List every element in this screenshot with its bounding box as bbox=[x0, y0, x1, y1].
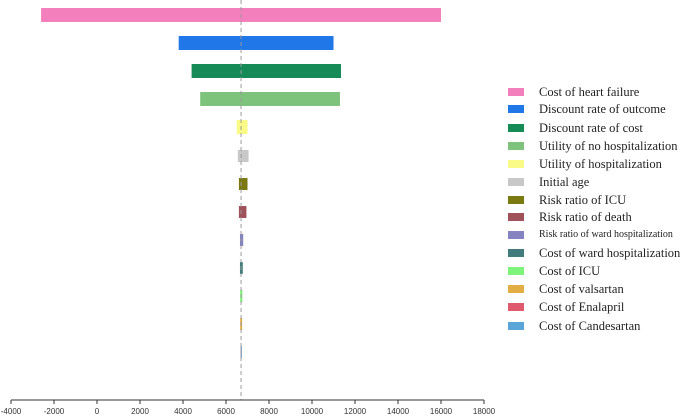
legend-item: Initial age bbox=[508, 175, 589, 189]
bar-initial-age bbox=[237, 150, 249, 162]
legend-swatch bbox=[508, 249, 524, 257]
legend-item: Utility of no hospitalization bbox=[508, 139, 678, 153]
x-tick-label: -2000 bbox=[44, 407, 65, 416]
legend-swatch bbox=[508, 267, 524, 275]
legend-label: Cost of ICU bbox=[539, 264, 601, 278]
legend-swatch bbox=[508, 105, 524, 113]
bar-utility-of-hospitalization bbox=[236, 120, 248, 134]
legend-swatch bbox=[508, 322, 524, 330]
legend-swatch bbox=[508, 303, 524, 311]
x-tick-label: 0 bbox=[95, 407, 100, 416]
legend-label: Risk ratio of ICU bbox=[539, 193, 627, 207]
legend-label: Risk ratio of death bbox=[539, 210, 632, 224]
x-tick-label: -4000 bbox=[1, 407, 22, 416]
legend-swatch bbox=[508, 285, 524, 293]
legend-label: Cost of valsartan bbox=[539, 282, 624, 296]
legend-item: Cost of valsartan bbox=[508, 282, 624, 296]
legend-item: Cost of heart failure bbox=[508, 85, 639, 99]
legend-label: Cost of Candesartan bbox=[539, 319, 641, 333]
bar-discount-rate-of-outcome bbox=[178, 36, 334, 50]
legend-item: Cost of ICU bbox=[508, 264, 600, 278]
legend-label: Utility of hospitalization bbox=[539, 157, 662, 171]
legend-swatch bbox=[508, 178, 524, 186]
x-axis-ticks: -4000 -2000 0 2000 4000 6000 8000 10000 12000 140… bbox=[1, 400, 496, 416]
legend-swatch bbox=[508, 196, 524, 204]
legend-swatch bbox=[508, 88, 524, 96]
x-tick-label: 10000 bbox=[301, 407, 324, 416]
bar-risk-ratio-of-icu bbox=[238, 178, 248, 190]
legend-swatch bbox=[508, 160, 524, 168]
legend-swatch bbox=[508, 231, 524, 239]
x-tick-label: 8000 bbox=[260, 407, 278, 416]
legend-item: Cost of Enalapril bbox=[508, 300, 624, 314]
legend-label: Initial age bbox=[539, 175, 590, 189]
x-tick-label: 14000 bbox=[387, 407, 410, 416]
legend-label: Cost of ward hospitalization bbox=[539, 246, 681, 260]
legend-label: Risk ratio of ward hospitalization bbox=[539, 229, 673, 240]
legend-item: Cost of Candesartan bbox=[508, 319, 640, 333]
legend-item: Discount rate of cost bbox=[508, 121, 643, 135]
legend-swatch bbox=[508, 124, 524, 132]
x-tick-label: 6000 bbox=[217, 407, 235, 416]
legend-swatch bbox=[508, 142, 524, 150]
legend-item: Discount rate of outcome bbox=[508, 102, 666, 116]
legend-label: Utility of no hospitalization bbox=[539, 139, 678, 153]
legend-item: Risk ratio of ICU bbox=[508, 193, 626, 207]
legend-item: Risk ratio of ward hospitalization bbox=[508, 228, 673, 242]
legend-swatch bbox=[508, 213, 524, 221]
legend-label: Discount rate of outcome bbox=[539, 102, 666, 116]
legend-label: Cost of Enalapril bbox=[539, 300, 625, 314]
x-tick-label: 12000 bbox=[344, 407, 367, 416]
bars-group bbox=[41, 8, 441, 358]
legend-item: Cost of ward hospitalization bbox=[508, 246, 680, 260]
legend-item: Risk ratio of death bbox=[508, 210, 632, 224]
legend-label: Discount rate of cost bbox=[539, 121, 643, 135]
x-tick-label: 16000 bbox=[430, 407, 453, 416]
x-tick-label: 2000 bbox=[131, 407, 149, 416]
bar-risk-ratio-of-ward-hospitalization bbox=[239, 234, 244, 246]
bar-risk-ratio-of-death bbox=[238, 206, 247, 218]
bar-utility-of-no-hospitalization bbox=[200, 92, 340, 106]
legend-label: Cost of heart failure bbox=[539, 85, 640, 99]
x-tick-label: 4000 bbox=[174, 407, 192, 416]
legend-item: Utility of hospitalization bbox=[508, 157, 662, 171]
x-tick-label: 18000 bbox=[473, 407, 496, 416]
bar-discount-rate-of-cost bbox=[191, 64, 342, 78]
